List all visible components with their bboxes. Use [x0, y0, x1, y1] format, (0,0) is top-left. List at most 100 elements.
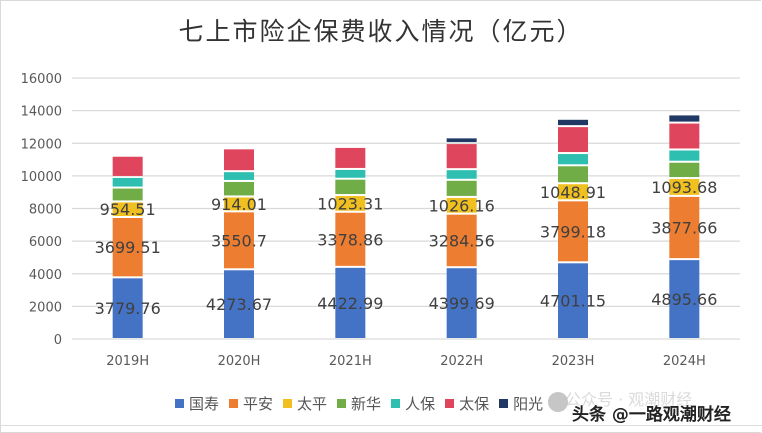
legend-swatch: [337, 399, 347, 408]
data-label: 3799.18: [540, 222, 606, 241]
bar-segment-太保: [335, 147, 366, 168]
bar-segment-国寿: [669, 260, 700, 338]
bar-segment-太平: [112, 202, 143, 216]
bar-segment-太保: [224, 149, 254, 171]
bar-segment-太保: [669, 123, 700, 149]
x-tick-label: 2019H: [106, 354, 149, 369]
legend-item: 太保: [445, 393, 489, 414]
legend-swatch: [175, 399, 184, 408]
data-label: 3699.51: [95, 238, 161, 257]
legend-label: 新华: [351, 395, 382, 413]
legend-label: 国寿: [189, 395, 220, 413]
y-tick-label: 8000: [29, 203, 62, 218]
legend-item: 新华: [337, 393, 381, 414]
bar-segment-太平: [224, 197, 254, 211]
bar-segment-人保: [112, 177, 143, 187]
data-label: 1048.91: [540, 183, 606, 202]
y-tick-label: 0: [54, 333, 62, 348]
data-label: 4701.15: [540, 292, 606, 311]
bar-segment-国寿: [335, 267, 366, 338]
bar-segment-人保: [224, 172, 254, 180]
data-label: 1093.68: [651, 178, 717, 197]
x-tick-label: 2022H: [440, 354, 483, 369]
legend-swatch: [445, 399, 455, 408]
legend-swatch: [391, 399, 401, 408]
x-tick-label: 2023H: [552, 354, 595, 369]
bar-segment-太平: [669, 179, 700, 195]
y-tick-label: 4000: [29, 268, 62, 283]
bar-segment-人保: [669, 150, 700, 161]
legend-item: 平安: [229, 393, 273, 414]
y-tick-label: 2000: [29, 300, 62, 315]
data-label: 3378.86: [317, 230, 383, 249]
bar-segment-新华: [112, 188, 143, 201]
legend-item: 太平: [283, 393, 327, 414]
bar-segment-人保: [558, 154, 588, 165]
legend-swatch: [499, 399, 509, 408]
y-tick-label: 14000: [21, 105, 62, 120]
bar-segment-太保: [446, 144, 477, 169]
bar-segment-国寿: [446, 268, 477, 338]
data-label: 3779.76: [95, 299, 161, 318]
bar-segment-平安: [669, 196, 700, 259]
bar-segment-阳光: [446, 138, 477, 143]
bar-segment-平安: [558, 201, 588, 262]
watermark-text-faint: 公众号 · 观潮财经: [565, 390, 693, 409]
bar-segment-国寿: [558, 263, 588, 338]
bar-segment-国寿: [224, 270, 254, 338]
y-tick-label: 6000: [29, 235, 62, 250]
watermark-logo: [548, 392, 568, 412]
legend-label: 阳光: [513, 395, 544, 413]
data-label: 4273.67: [206, 295, 272, 314]
bar-segment-新华: [558, 166, 588, 183]
bar-segment-人保: [335, 169, 366, 178]
data-label: 3284.56: [429, 231, 495, 250]
x-tick-label: 2024H: [663, 354, 706, 369]
bar-segment-平安: [335, 212, 366, 266]
watermark-text: 头条 @一路观潮财经: [572, 405, 731, 425]
legend-item: 阳光: [499, 393, 543, 414]
bar-segment-阳光: [558, 119, 588, 126]
data-label: 4895.66: [651, 290, 717, 309]
data-label: 3877.66: [651, 219, 717, 238]
y-tick-label: 16000: [21, 72, 62, 87]
data-label: 4399.69: [429, 294, 495, 313]
bar-segment-人保: [446, 170, 477, 179]
legend-label: 太平: [297, 395, 328, 413]
bar-segment-平安: [224, 212, 254, 269]
legend-label: 太保: [459, 395, 490, 413]
bar-segment-阳光: [669, 115, 700, 122]
bar-segment-国寿: [112, 278, 143, 338]
bar-segment-太平: [335, 196, 366, 211]
legend-item: 国寿: [175, 393, 219, 414]
data-label: 3550.7: [211, 231, 267, 250]
bar-segment-新华: [335, 179, 366, 195]
data-label: 1023.31: [317, 194, 383, 213]
legend: 国寿 平安 太平 新华 人保 太保 阳光: [175, 393, 543, 414]
legend-item: 人保: [391, 393, 435, 414]
x-tick-label: 2021H: [329, 354, 372, 369]
y-tick-label: 10000: [21, 170, 62, 185]
divider: [0, 425, 762, 426]
bar-segment-新华: [446, 180, 477, 196]
legend-swatch: [229, 399, 239, 408]
bar-segment-新华: [224, 181, 254, 196]
legend-label: 人保: [405, 395, 436, 413]
legend-label: 平安: [243, 395, 274, 413]
data-label: 954.51: [100, 200, 156, 219]
x-tick-label: 2020H: [218, 354, 261, 369]
bar-segment-新华: [669, 162, 700, 178]
bar-segment-太平: [446, 197, 477, 213]
legend-swatch: [283, 399, 293, 408]
bar-segment-平安: [112, 217, 143, 277]
data-label: 4422.99: [317, 294, 383, 313]
bar-segment-太保: [558, 127, 588, 153]
bar-segment-太平: [558, 184, 588, 200]
y-tick-label: 12000: [21, 137, 62, 152]
bar-segment-太保: [112, 156, 143, 176]
data-label: 1026.16: [429, 196, 495, 215]
chart-title: 七上市险企保费收入情况（亿元）: [178, 17, 584, 46]
data-label: 914.01: [211, 195, 267, 214]
